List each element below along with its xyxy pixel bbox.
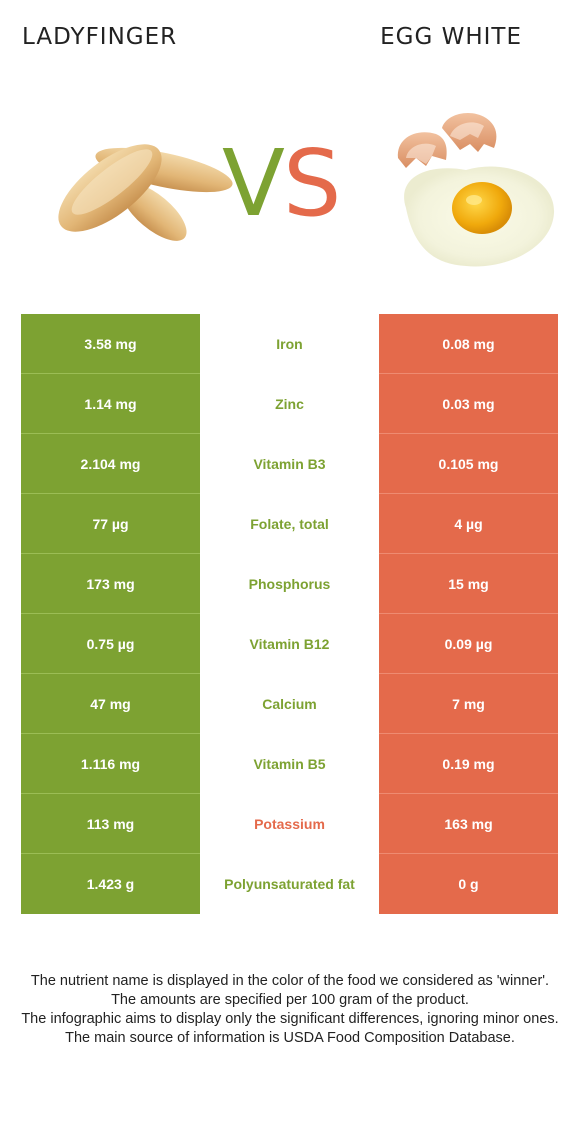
egg-white-image [397,113,555,267]
table-row: 0.75 µg Vitamin B12 0.09 µg [21,614,558,674]
nutrient-name: Vitamin B12 [200,614,379,674]
table-row: 77 µg Folate, total 4 µg [21,494,558,554]
left-food-title: LADYFINGER [22,24,178,50]
table-row: 1.423 g Polyunsaturated fat 0 g [21,854,558,914]
footer-note: The nutrient name is displayed in the co… [30,973,550,989]
nutrient-name: Folate, total [200,494,379,554]
footer-note: The infographic aims to display only the… [21,1011,559,1027]
nutrient-comparison-table: 3.58 mg Iron 0.08 mg 1.14 mg Zinc 0.03 mg 2.10… [21,314,558,914]
footer-note: The amounts are specified per 100 gram o… [111,992,469,1008]
right-food-value: 0.08 mg [379,314,558,374]
right-food-value: 0.19 mg [379,734,558,794]
table-row: 2.104 mg Vitamin B3 0.105 mg [21,434,558,494]
right-food-value: 7 mg [379,674,558,734]
table-row: 3.58 mg Iron 0.08 mg [21,314,558,374]
table-row: 47 mg Calcium 7 mg [21,674,558,734]
left-food-value: 1.116 mg [21,734,200,794]
right-food-value: 0.105 mg [379,434,558,494]
right-food-value: 15 mg [379,554,558,614]
nutrient-name: Polyunsaturated fat [200,854,379,914]
left-food-value: 113 mg [21,794,200,854]
footer-notes: The nutrient name is displayed in the co… [20,972,560,1048]
right-food-value: 0 g [379,854,558,914]
footer-note: The main source of information is USDA F… [65,1030,515,1046]
nutrient-name: Calcium [200,674,379,734]
nutrient-name: Vitamin B5 [200,734,379,794]
nutrient-name: Phosphorus [200,554,379,614]
nutrient-name: Potassium [200,794,379,854]
right-food-value: 0.09 µg [379,614,558,674]
left-food-value: 2.104 mg [21,434,200,494]
left-food-value: 47 mg [21,674,200,734]
right-food-value: 4 µg [379,494,558,554]
right-food-title: EGG WHITE [380,24,522,50]
table-row: 1.14 mg Zinc 0.03 mg [21,374,558,434]
nutrient-name: Zinc [200,374,379,434]
nutrient-name: Vitamin B3 [200,434,379,494]
vs-label: VS [222,130,341,237]
nutrient-name: Iron [200,314,379,374]
left-food-value: 3.58 mg [21,314,200,374]
table-row: 173 mg Phosphorus 15 mg [21,554,558,614]
right-food-value: 163 mg [379,794,558,854]
left-food-value: 1.14 mg [21,374,200,434]
table-row: 113 mg Potassium 163 mg [21,794,558,854]
left-food-value: 1.423 g [21,854,200,914]
table-row: 1.116 mg Vitamin B5 0.19 mg [21,734,558,794]
ladyfinger-image [58,144,233,241]
left-food-value: 77 µg [21,494,200,554]
right-food-value: 0.03 mg [379,374,558,434]
left-food-value: 173 mg [21,554,200,614]
left-food-value: 0.75 µg [21,614,200,674]
